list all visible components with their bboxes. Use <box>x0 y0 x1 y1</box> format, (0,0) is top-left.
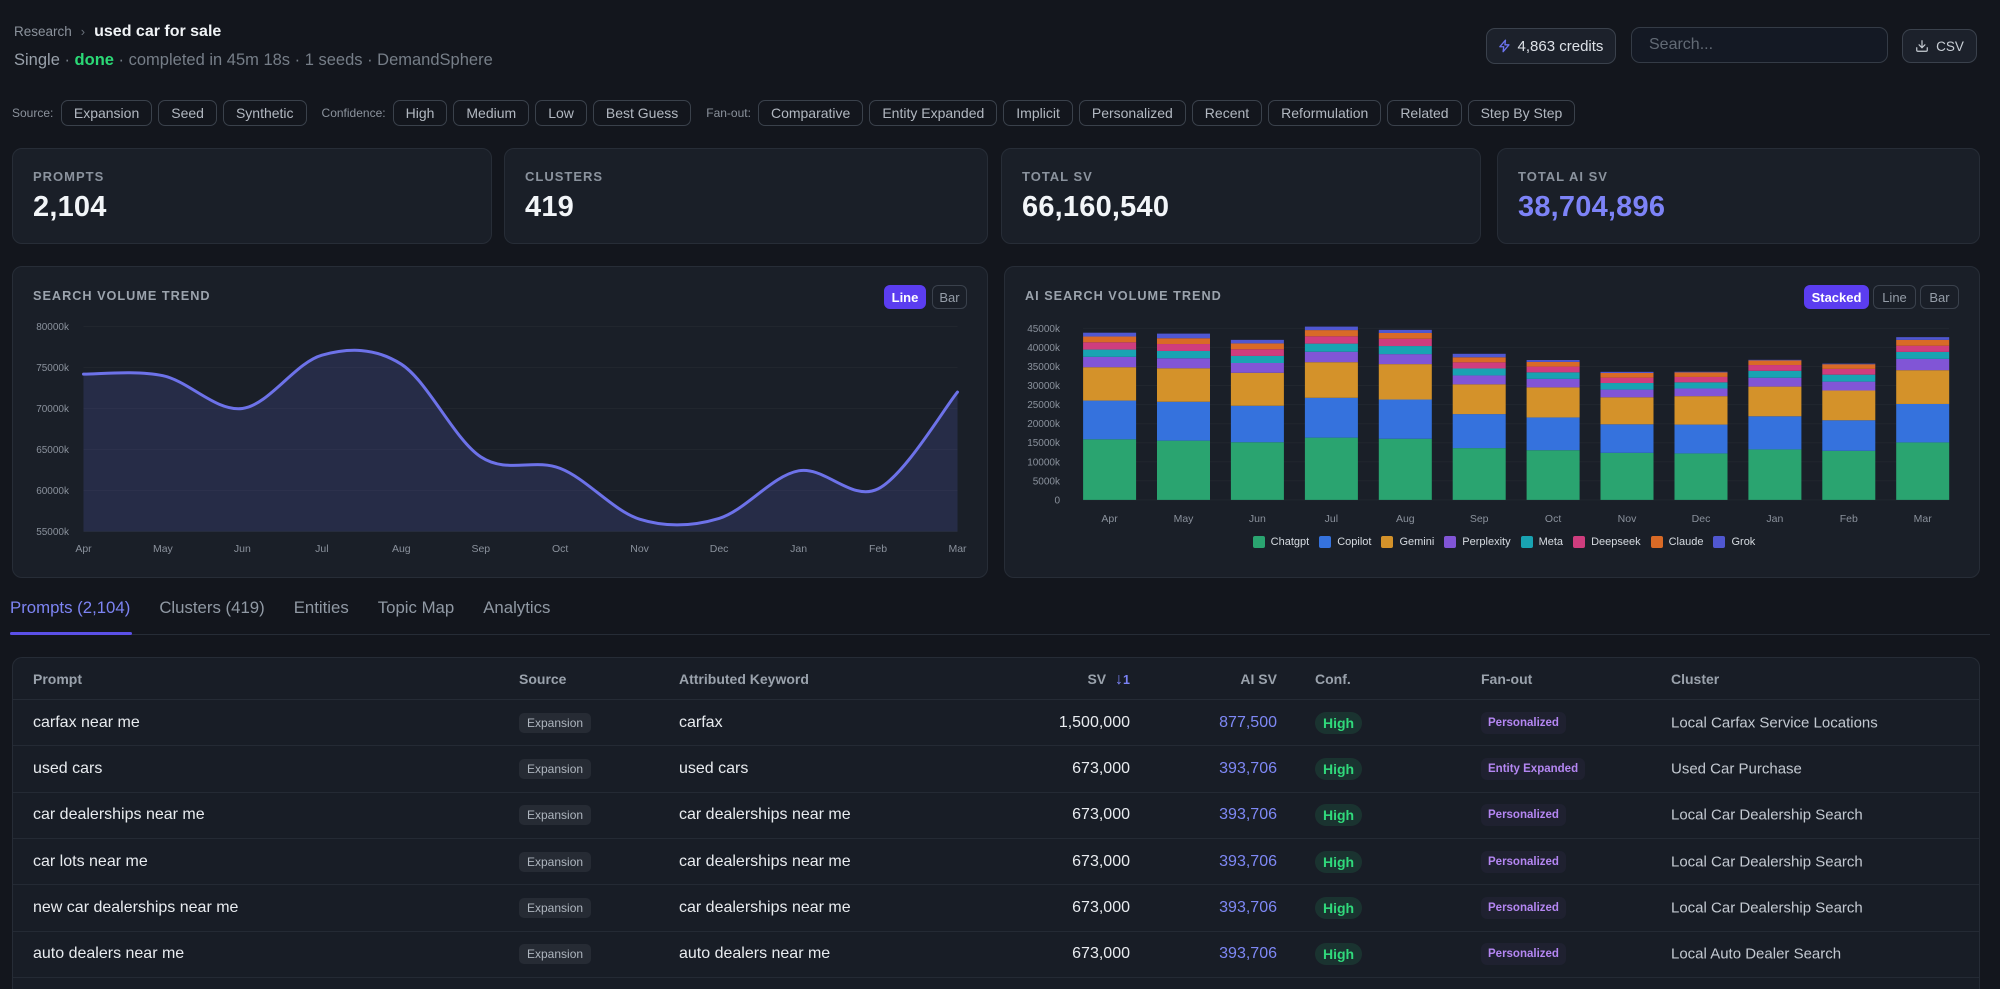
svg-text:Sep: Sep <box>1470 513 1489 525</box>
svg-text:65000k: 65000k <box>36 445 70 456</box>
svg-text:Jul: Jul <box>315 543 328 555</box>
svg-text:0: 0 <box>1054 495 1060 506</box>
svg-text:Dec: Dec <box>1692 513 1711 525</box>
svg-text:May: May <box>1174 513 1195 525</box>
svg-text:80000k: 80000k <box>36 322 70 333</box>
svg-text:Jun: Jun <box>234 543 251 555</box>
svg-text:40000k: 40000k <box>1027 343 1061 354</box>
svg-text:20000k: 20000k <box>1027 419 1061 430</box>
svg-text:70000k: 70000k <box>36 404 70 415</box>
svg-text:Nov: Nov <box>1618 513 1637 525</box>
svg-text:5000k: 5000k <box>1033 476 1061 487</box>
svg-text:15000k: 15000k <box>1027 438 1061 449</box>
svg-text:35000k: 35000k <box>1027 362 1061 373</box>
svg-text:75000k: 75000k <box>36 363 70 374</box>
svg-text:Sep: Sep <box>471 543 490 555</box>
svg-text:60000k: 60000k <box>36 486 70 497</box>
svg-text:Jul: Jul <box>1325 513 1338 525</box>
svg-text:Dec: Dec <box>710 543 729 555</box>
svg-text:55000k: 55000k <box>36 527 70 538</box>
svg-text:Jan: Jan <box>790 543 807 555</box>
svg-text:Jan: Jan <box>1766 513 1783 525</box>
svg-text:Feb: Feb <box>869 543 887 555</box>
svg-text:Mar: Mar <box>948 543 967 555</box>
svg-text:45000k: 45000k <box>1027 324 1061 335</box>
svg-text:Jun: Jun <box>1249 513 1266 525</box>
svg-text:Apr: Apr <box>1101 513 1118 525</box>
svg-text:Mar: Mar <box>1914 513 1933 525</box>
svg-text:May: May <box>153 543 174 555</box>
svg-text:25000k: 25000k <box>1027 400 1061 411</box>
svg-text:Aug: Aug <box>392 543 411 555</box>
svg-text:Oct: Oct <box>552 543 568 555</box>
svg-text:Apr: Apr <box>75 543 92 555</box>
svg-text:Aug: Aug <box>1396 513 1415 525</box>
svg-text:Oct: Oct <box>1545 513 1561 525</box>
svg-text:10000k: 10000k <box>1027 457 1061 468</box>
svg-text:Feb: Feb <box>1840 513 1858 525</box>
svg-text:Nov: Nov <box>630 543 649 555</box>
svg-text:30000k: 30000k <box>1027 381 1061 392</box>
